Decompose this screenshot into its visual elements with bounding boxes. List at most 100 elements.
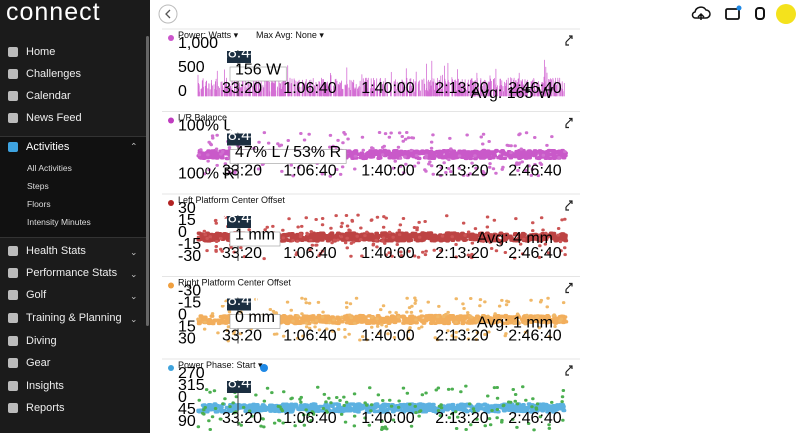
y-axis-label: -30	[178, 283, 201, 300]
nav-icon	[8, 69, 18, 79]
legend-dot	[168, 200, 174, 206]
scrollbar[interactable]	[146, 36, 149, 326]
tooltip-value: 156 W	[235, 62, 282, 79]
x-axis-label: 1:06:40	[283, 163, 336, 180]
average-label: Avg: 165 W	[471, 85, 554, 102]
panel-title: L/R Balance	[178, 113, 227, 123]
sub-nav-item[interactable]: Floors	[27, 199, 51, 209]
chevron[interactable]: ⌃	[130, 246, 138, 257]
sub-nav-item[interactable]: Intensity Minutes	[27, 217, 91, 227]
y-axis-label: 90	[178, 413, 196, 430]
x-axis-label: 2:46:40	[508, 328, 561, 345]
x-axis-label: 1:40:00	[361, 410, 414, 427]
nav-item[interactable]: Home	[26, 46, 56, 58]
x-axis-label: 2:13:20	[435, 80, 488, 97]
nav-icon	[8, 403, 18, 413]
nav-icon	[8, 290, 18, 300]
nav-icon	[8, 268, 18, 278]
x-axis-label: 2:46:40	[508, 80, 561, 97]
tooltip-time-box	[227, 51, 251, 63]
y-axis-label: -15	[178, 236, 201, 253]
nav-item[interactable]: Calendar	[26, 90, 71, 102]
nav-item[interactable]: Health Stats	[26, 245, 86, 257]
max-avg-select[interactable]: Max Avg: None ▾	[256, 30, 324, 40]
nav-icon	[8, 381, 18, 391]
chart-scatter	[196, 384, 566, 432]
nav-icon	[8, 142, 18, 152]
y-axis-label: 500	[178, 59, 205, 76]
nav-item[interactable]: Golf	[26, 289, 47, 301]
x-axis-label: 33:20	[222, 410, 262, 427]
tooltip-time: 28:44	[219, 292, 259, 309]
chevron[interactable]: ⌃	[130, 268, 138, 279]
sub-nav-item[interactable]: All Activities	[27, 163, 72, 173]
nav-item[interactable]: Challenges	[26, 68, 82, 80]
x-axis-label: 2:46:40	[508, 245, 561, 262]
nav-item[interactable]: Activities	[26, 141, 70, 153]
y-axis-label: 45	[178, 401, 196, 418]
expand-icon	[565, 282, 573, 294]
expand-icon	[565, 35, 573, 46]
nav-item[interactable]: Training & Planning	[26, 312, 122, 324]
panel-title: Left Platform Center Offset	[178, 195, 285, 205]
notification-dot	[736, 5, 742, 11]
average-label: Avg: 1 mm	[477, 315, 553, 332]
y-axis-label: 0	[178, 389, 187, 406]
device-icon[interactable]	[755, 7, 765, 20]
average-label: Avg: 4 mm	[477, 230, 553, 247]
chevron[interactable]: ⌃	[130, 313, 138, 324]
nav-item[interactable]: News Feed	[26, 112, 82, 124]
x-axis-label: 33:20	[222, 245, 262, 262]
x-axis-label: 1:40:00	[361, 328, 414, 345]
chevron[interactable]: ⌃	[130, 290, 138, 301]
tooltip-time-box	[227, 133, 251, 146]
nav-item[interactable]: Reports	[26, 402, 65, 414]
tooltip-time-box	[227, 216, 251, 228]
nav-icon	[8, 113, 18, 123]
nav-icon	[8, 336, 18, 346]
nav-item[interactable]: Diving	[26, 335, 57, 347]
nav-item[interactable]: Performance Stats	[26, 267, 118, 279]
tooltip-value: 1 mm	[235, 227, 275, 244]
x-axis-label: 1:40:00	[361, 80, 414, 97]
tooltip-time-box	[227, 298, 251, 311]
x-axis-label: 2:46:40	[508, 410, 561, 427]
nav-icon	[8, 358, 18, 368]
legend-dot	[168, 282, 174, 289]
back-button[interactable]	[158, 4, 178, 24]
back-arrow	[165, 9, 171, 19]
x-axis-label: 1:06:40	[283, 328, 336, 345]
expand-icon	[565, 365, 573, 376]
y-axis-label: 15	[178, 212, 196, 229]
y-axis-label: 15	[178, 319, 196, 336]
nav-icon	[8, 313, 18, 323]
nav-icon	[8, 246, 18, 256]
tooltip-box	[229, 66, 287, 82]
logo[interactable]: connect	[6, 0, 101, 26]
chevron[interactable]: ⌃	[130, 141, 138, 152]
sidebar: connect Home Challenges Calendar News Feed A…	[0, 0, 150, 433]
y-axis-label: 0	[178, 224, 187, 241]
panel-title: Power Phase: Start ▾	[178, 360, 263, 370]
sub-nav-item[interactable]: Steps	[27, 181, 49, 191]
x-axis-label: 2:13:20	[435, 410, 488, 427]
y-axis-label: 315	[178, 377, 205, 394]
expand-icon	[565, 117, 573, 129]
x-axis-label: 2:46:40	[508, 163, 561, 180]
x-axis-label: 2:13:20	[435, 163, 488, 180]
y-axis-label: -15	[178, 295, 201, 312]
nav-item[interactable]: Gear	[26, 357, 51, 369]
avatar[interactable]	[776, 4, 796, 24]
help-icon	[260, 364, 268, 372]
inbox-icon[interactable]	[725, 8, 740, 20]
x-axis-label: 2:13:20	[435, 328, 488, 345]
y-axis-label: 30	[178, 331, 196, 348]
legend-dot	[168, 365, 174, 371]
tooltip-box	[229, 231, 281, 247]
chart-scatter	[196, 213, 567, 261]
tooltip-time: 28:44	[219, 210, 259, 227]
upload-icon[interactable]	[691, 6, 711, 20]
nav-item[interactable]: Insights	[26, 380, 64, 392]
